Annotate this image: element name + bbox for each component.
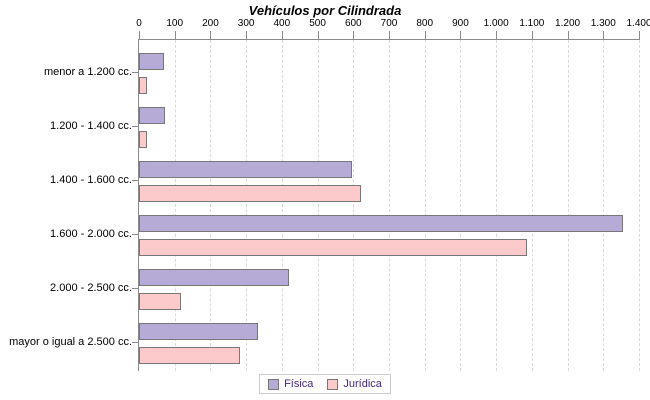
x-axis-tick (603, 31, 605, 39)
gridline (174, 40, 176, 371)
x-tick-label: 900 (452, 18, 469, 29)
legend-label: Física (284, 378, 314, 390)
x-axis-tick (496, 31, 498, 39)
gridline (246, 40, 248, 371)
x-tick-label: 600 (344, 18, 362, 29)
x-tick-label: 0 (136, 18, 142, 29)
bar-fisica (139, 323, 259, 340)
gridline (460, 40, 462, 371)
x-tick-label: 300 (237, 18, 255, 29)
bar-juridica (139, 131, 148, 148)
x-tick-label: 1.400 (626, 18, 650, 29)
category-tick (132, 180, 138, 181)
bar-juridica (139, 293, 182, 310)
x-axis-line (138, 39, 640, 40)
category-tick (132, 72, 138, 73)
gridline (317, 40, 319, 371)
x-tick-label: 1.300 (590, 18, 616, 29)
legend: Física Jurídica (0, 374, 650, 394)
gridline (210, 40, 212, 371)
category-label: menor a 1.200 cc. (43, 66, 132, 78)
x-tick-label: 1.100 (519, 18, 545, 29)
bar-juridica (139, 185, 361, 202)
gridline (353, 40, 355, 371)
x-axis-tick (424, 31, 426, 39)
x-axis-tick (246, 31, 248, 39)
legend-item-juridica: Jurídica (327, 378, 382, 390)
legend-swatch-icon (327, 378, 339, 390)
category-tick (132, 342, 138, 343)
bar-juridica (139, 77, 148, 94)
x-axis-tick (139, 31, 140, 39)
bar-fisica (139, 53, 165, 70)
x-tick-label: 1.000 (483, 18, 509, 29)
x-axis-tick (567, 31, 569, 39)
x-tick-label: 200 (202, 18, 219, 29)
bar-fisica (139, 215, 624, 232)
gridline (281, 40, 283, 371)
category-label: 2.000 - 2.500 cc. (50, 282, 132, 294)
x-axis-tick (317, 31, 319, 39)
x-axis-tick (353, 31, 355, 39)
legend-box: Física Jurídica (259, 374, 391, 394)
x-axis-tick (281, 31, 283, 39)
bar-juridica (139, 239, 527, 256)
gridline (424, 40, 426, 371)
x-tick-label: 1.200 (555, 18, 581, 29)
category-tick (132, 234, 138, 235)
gridline (567, 40, 569, 371)
category-label: 1.400 - 1.600 cc. (50, 174, 132, 186)
category-tick (132, 126, 138, 127)
x-axis-tick (174, 31, 176, 39)
category-label: 1.600 - 2.000 cc. (50, 228, 132, 240)
gridline (389, 40, 390, 371)
x-axis-tick (460, 31, 462, 39)
gridline (496, 40, 498, 371)
x-tick-label: 500 (309, 18, 326, 29)
x-axis-tick (639, 31, 640, 39)
category-label: mayor o igual a 2.500 cc. (9, 336, 132, 348)
category-tick (132, 288, 138, 289)
gridline (603, 40, 605, 371)
x-axis-tick (531, 31, 533, 39)
x-tick-label: 800 (416, 18, 434, 29)
legend-label: Jurídica (343, 378, 382, 390)
category-label: 1.200 - 1.400 cc. (50, 120, 132, 132)
chart-title: Vehículos por Cilindrada (248, 3, 402, 18)
legend-swatch-icon (268, 378, 280, 390)
bar-fisica (139, 161, 352, 178)
x-axis-tick (210, 31, 212, 39)
gridline (531, 40, 533, 371)
y-axis-line (138, 39, 139, 371)
gridline (639, 40, 640, 371)
bar-fisica (139, 269, 290, 286)
x-tick-label: 100 (166, 18, 184, 29)
x-tick-label: 700 (380, 18, 398, 29)
x-axis-tick (389, 31, 390, 39)
legend-item-fisica: Física (268, 378, 313, 390)
x-tick-label: 400 (273, 18, 291, 29)
bar-juridica (139, 347, 241, 364)
bar-fisica (139, 107, 165, 124)
